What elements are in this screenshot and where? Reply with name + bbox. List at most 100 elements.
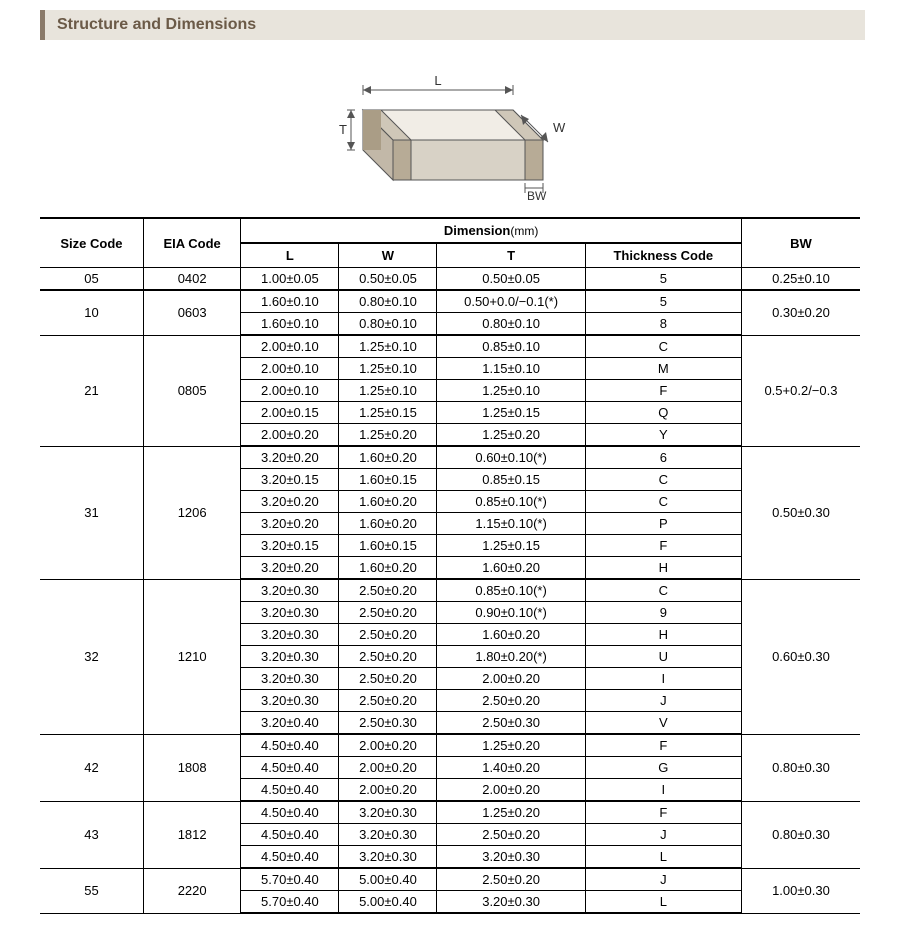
col-bw: BW — [741, 218, 860, 268]
cell-L: 3.20±0.40 — [241, 712, 339, 735]
cell-T: 1.25±0.20 — [437, 801, 585, 824]
cell-thickness-code: H — [585, 624, 741, 646]
cell-W: 2.00±0.20 — [339, 734, 437, 757]
cell-eia-code: 1812 — [143, 801, 240, 868]
cell-bw: 1.00±0.30 — [741, 868, 860, 913]
component-diagram: L W T BW — [0, 50, 905, 205]
cell-T: 3.20±0.30 — [437, 846, 585, 869]
cell-W: 2.50±0.30 — [339, 712, 437, 735]
cell-L: 1.60±0.10 — [241, 313, 339, 336]
cell-eia-code: 2220 — [143, 868, 240, 913]
col-T: T — [437, 243, 585, 268]
cell-bw: 0.50±0.30 — [741, 446, 860, 579]
cell-L: 3.20±0.15 — [241, 469, 339, 491]
cell-T: 0.80±0.10 — [437, 313, 585, 336]
cell-W: 3.20±0.30 — [339, 846, 437, 869]
cell-T: 0.50±0.05 — [437, 268, 585, 291]
cell-eia-code: 0603 — [143, 290, 240, 335]
cell-W: 2.00±0.20 — [339, 779, 437, 802]
cell-size-code: 32 — [40, 579, 143, 734]
cell-T: 0.50+0.0/−0.1(*) — [437, 290, 585, 313]
col-L: L — [241, 243, 339, 268]
cell-size-code: 42 — [40, 734, 143, 801]
table-row: 0504021.00±0.050.50±0.050.50±0.0550.25±0… — [40, 268, 860, 291]
cell-T: 1.15±0.10 — [437, 358, 585, 380]
cell-W: 0.80±0.10 — [339, 313, 437, 336]
cell-T: 2.00±0.20 — [437, 779, 585, 802]
table-row: 1006031.60±0.100.80±0.100.50+0.0/−0.1(*)… — [40, 290, 860, 313]
cell-thickness-code: J — [585, 868, 741, 891]
cell-size-code: 10 — [40, 290, 143, 335]
cell-eia-code: 1808 — [143, 734, 240, 801]
cell-L: 4.50±0.40 — [241, 824, 339, 846]
cell-W: 1.60±0.20 — [339, 491, 437, 513]
cell-L: 3.20±0.30 — [241, 668, 339, 690]
cell-size-code: 43 — [40, 801, 143, 868]
cell-bw: 0.5+0.2/−0.3 — [741, 335, 860, 446]
cell-size-code: 31 — [40, 446, 143, 579]
cell-L: 3.20±0.15 — [241, 535, 339, 557]
cell-thickness-code: I — [585, 668, 741, 690]
cell-W: 2.50±0.20 — [339, 579, 437, 602]
cell-W: 3.20±0.30 — [339, 801, 437, 824]
label-T: T — [339, 122, 347, 137]
cell-thickness-code: F — [585, 535, 741, 557]
cell-W: 2.50±0.20 — [339, 690, 437, 712]
cell-thickness-code: 8 — [585, 313, 741, 336]
cell-W: 1.60±0.20 — [339, 513, 437, 535]
cell-thickness-code: 5 — [585, 290, 741, 313]
cell-bw: 0.80±0.30 — [741, 734, 860, 801]
cell-W: 1.60±0.20 — [339, 557, 437, 580]
cell-L: 3.20±0.20 — [241, 513, 339, 535]
cell-W: 1.25±0.10 — [339, 358, 437, 380]
cell-T: 0.85±0.10(*) — [437, 491, 585, 513]
cell-thickness-code: J — [585, 824, 741, 846]
cell-size-code: 05 — [40, 268, 143, 291]
cell-thickness-code: L — [585, 891, 741, 914]
cell-thickness-code: P — [585, 513, 741, 535]
cell-L: 3.20±0.30 — [241, 646, 339, 668]
col-size-code: Size Code — [40, 218, 143, 268]
cell-T: 1.80±0.20(*) — [437, 646, 585, 668]
cell-thickness-code: U — [585, 646, 741, 668]
cell-L: 3.20±0.30 — [241, 579, 339, 602]
cell-L: 4.50±0.40 — [241, 757, 339, 779]
chip-3d-icon: L W T BW — [303, 50, 603, 200]
cell-thickness-code: F — [585, 734, 741, 757]
cell-L: 3.20±0.20 — [241, 446, 339, 469]
cell-T: 2.50±0.20 — [437, 868, 585, 891]
cell-L: 2.00±0.20 — [241, 424, 339, 447]
cell-W: 0.80±0.10 — [339, 290, 437, 313]
cell-T: 1.25±0.20 — [437, 424, 585, 447]
cell-W: 2.50±0.20 — [339, 646, 437, 668]
col-eia-code: EIA Code — [143, 218, 240, 268]
cell-thickness-code: C — [585, 491, 741, 513]
cell-W: 2.00±0.20 — [339, 757, 437, 779]
cell-bw: 0.30±0.20 — [741, 290, 860, 335]
col-W: W — [339, 243, 437, 268]
cell-thickness-code: L — [585, 846, 741, 869]
section-title: Structure and Dimensions — [57, 16, 256, 33]
cell-W: 2.50±0.20 — [339, 602, 437, 624]
cell-L: 2.00±0.10 — [241, 335, 339, 358]
cell-T: 1.60±0.20 — [437, 557, 585, 580]
cell-L: 3.20±0.30 — [241, 690, 339, 712]
dimensions-table: Size Code EIA Code Dimension(mm) BW L W … — [40, 217, 860, 914]
cell-W: 2.50±0.20 — [339, 668, 437, 690]
cell-thickness-code: C — [585, 469, 741, 491]
cell-L: 4.50±0.40 — [241, 734, 339, 757]
cell-T: 0.85±0.10(*) — [437, 579, 585, 602]
cell-L: 5.70±0.40 — [241, 868, 339, 891]
cell-bw: 0.80±0.30 — [741, 801, 860, 868]
cell-size-code: 21 — [40, 335, 143, 446]
cell-thickness-code: H — [585, 557, 741, 580]
cell-thickness-code: G — [585, 757, 741, 779]
cell-bw: 0.25±0.10 — [741, 268, 860, 291]
cell-W: 1.25±0.20 — [339, 424, 437, 447]
cell-T: 1.25±0.20 — [437, 734, 585, 757]
cell-thickness-code: I — [585, 779, 741, 802]
cell-thickness-code: Y — [585, 424, 741, 447]
cell-thickness-code: C — [585, 335, 741, 358]
cell-thickness-code: 6 — [585, 446, 741, 469]
table-row: 3112063.20±0.201.60±0.200.60±0.10(*)60.5… — [40, 446, 860, 469]
